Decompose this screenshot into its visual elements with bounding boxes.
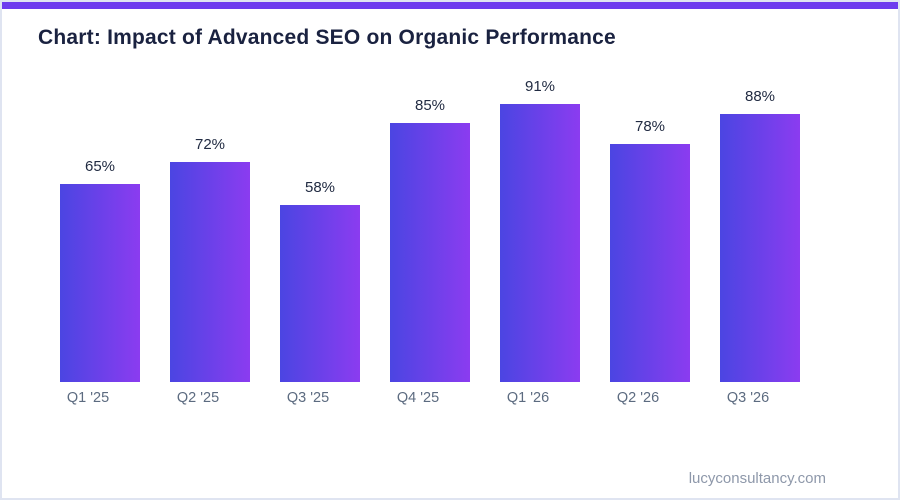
- bar: [280, 205, 360, 382]
- value-label: 88%: [744, 87, 776, 105]
- value-label: 91%: [524, 78, 556, 96]
- value-label: 58%: [304, 179, 336, 197]
- bar: [610, 144, 690, 382]
- footer-website: lucyconsultancy.com: [688, 470, 826, 487]
- bar-column: 65%: [60, 158, 140, 382]
- bar-chart: 65% 72% 58% 85% 91% 78% 88%: [60, 77, 800, 382]
- value-label: 78%: [634, 118, 666, 136]
- value-label: 72%: [194, 136, 226, 154]
- bar: [60, 183, 140, 382]
- bar-column: 88%: [720, 88, 800, 382]
- bar-column: 85%: [390, 97, 470, 382]
- bar: [500, 104, 580, 382]
- bar-column: 91%: [500, 78, 580, 382]
- value-label: 65%: [84, 157, 116, 175]
- category-axis: Q1 '25 Q2 '25 Q3 '25 Q4 '25 Q1 '26 Q2 '26 Q3 '…: [60, 390, 800, 406]
- category-label: Q1 '25: [66, 390, 110, 406]
- bar: [720, 113, 800, 382]
- bar-column: 78%: [610, 118, 690, 382]
- category-label: Q3 '25: [286, 390, 330, 406]
- value-label: 85%: [414, 96, 446, 114]
- bar: [390, 122, 470, 382]
- bar-column: 58%: [280, 179, 360, 382]
- category-label: Q4 '25: [396, 390, 440, 406]
- top-accent-bar: [2, 2, 898, 9]
- bar: [170, 162, 250, 382]
- category-label: Q2 '25: [176, 390, 220, 406]
- category-label: Q1 '26: [506, 390, 550, 406]
- bar-column: 72%: [170, 136, 250, 382]
- category-label: Q3 '26: [726, 390, 770, 406]
- category-label: Q2 '26: [616, 390, 660, 406]
- chart-title: Chart: Impact of Advanced SEO on Organic…: [38, 26, 616, 49]
